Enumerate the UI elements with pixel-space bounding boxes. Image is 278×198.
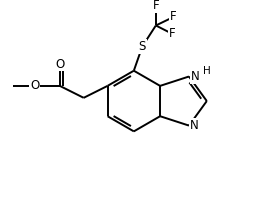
Text: F: F	[170, 10, 177, 24]
Text: F: F	[153, 0, 159, 12]
Text: O: O	[30, 79, 39, 92]
Text: S: S	[139, 40, 146, 53]
Text: N: N	[190, 119, 199, 132]
Text: F: F	[169, 28, 176, 40]
Text: O: O	[55, 58, 64, 70]
Text: H: H	[203, 66, 210, 76]
Text: N: N	[191, 70, 200, 83]
